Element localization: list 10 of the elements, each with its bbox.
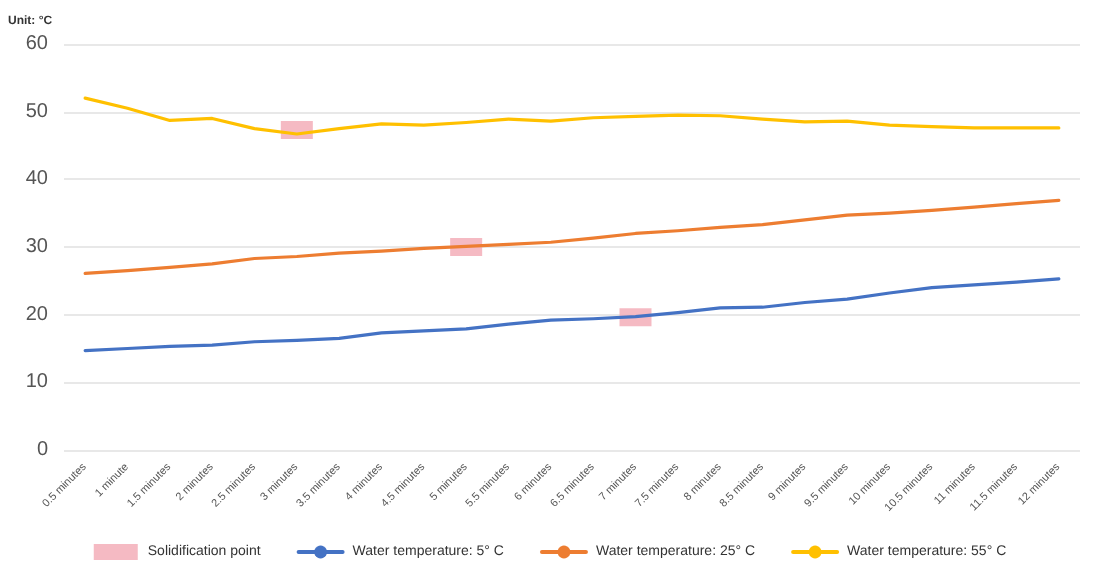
y-tick-label: 10 [25,371,49,394]
y-tick-label: 60 [25,33,49,55]
y-tick-label: 40 [25,168,49,191]
line-series [83,277,1061,353]
line-series [83,96,1061,136]
line-series [83,198,1061,275]
y-tick-label: 50 [25,100,49,123]
y-tick-label: 20 [25,303,49,326]
y-tick-label: 0 [36,439,49,461]
y-tick-label: 30 [25,236,49,258]
